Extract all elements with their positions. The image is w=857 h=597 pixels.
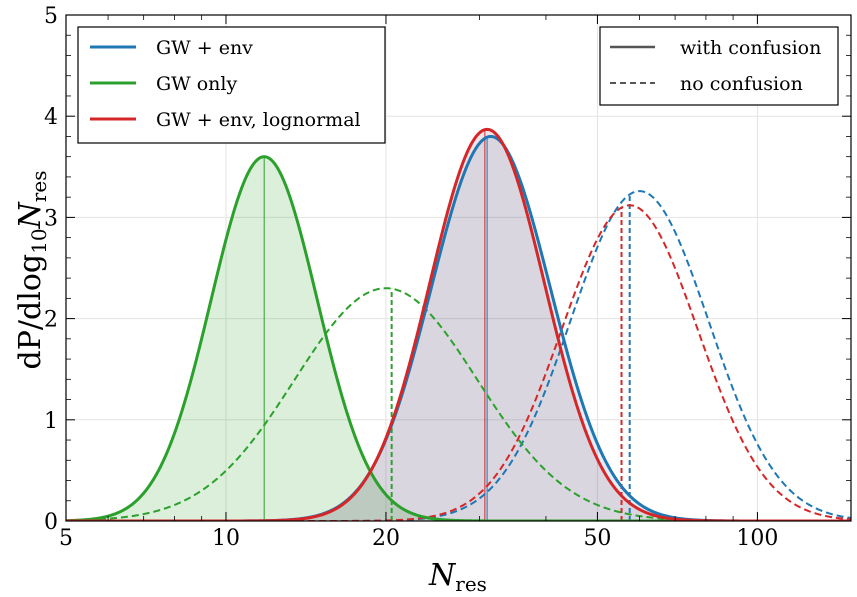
x-tick-label: 100 bbox=[736, 526, 778, 551]
legend-label-gw-env-lognormal: GW + env, lognormal bbox=[156, 109, 361, 131]
legend-models: GW + env GW only GW + env, lognormal bbox=[77, 26, 386, 144]
curve-gw-only-dashed bbox=[66, 287, 851, 521]
median-lines bbox=[263, 129, 631, 521]
legend-label-no-confusion: no confusion bbox=[680, 73, 803, 95]
y-tick-label: 2 bbox=[44, 308, 58, 333]
curve-gw-env-dashed bbox=[66, 190, 851, 521]
x-tick-label: 10 bbox=[212, 526, 240, 551]
x-tick-label: 5 bbox=[59, 526, 73, 551]
legend-label-gw-env: GW + env bbox=[156, 37, 253, 59]
legend-styles-box bbox=[599, 26, 839, 106]
x-tick-label: 50 bbox=[583, 526, 611, 551]
y-axis-title: dP/dlog10Nres bbox=[13, 171, 51, 370]
fill-gw-only bbox=[66, 156, 851, 521]
legend-label-gw-only: GW only bbox=[156, 73, 237, 95]
fill-gw-env-lognormal bbox=[66, 129, 851, 521]
density-fills bbox=[66, 129, 851, 521]
axis-ticks bbox=[65, 14, 851, 522]
fill-gw-env bbox=[66, 136, 851, 521]
y-tick-label: 3 bbox=[44, 206, 58, 231]
legend-styles: with confusion no confusion bbox=[599, 26, 839, 106]
y-tick-label: 5 bbox=[44, 4, 58, 29]
y-tick-label: 0 bbox=[44, 510, 58, 535]
plot-frame bbox=[65, 14, 852, 522]
tick-labels: 5 10 20 50 100 0 1 2 3 4 5 bbox=[44, 4, 778, 551]
curve-gw-env-lognormal-dashed bbox=[66, 204, 851, 521]
y-tick-label: 4 bbox=[44, 105, 58, 130]
legend-label-with-confusion: with confusion bbox=[680, 37, 821, 59]
y-tick-label: 1 bbox=[44, 409, 58, 434]
x-axis-title: Nres bbox=[428, 558, 487, 596]
x-tick-label: 20 bbox=[372, 526, 400, 551]
